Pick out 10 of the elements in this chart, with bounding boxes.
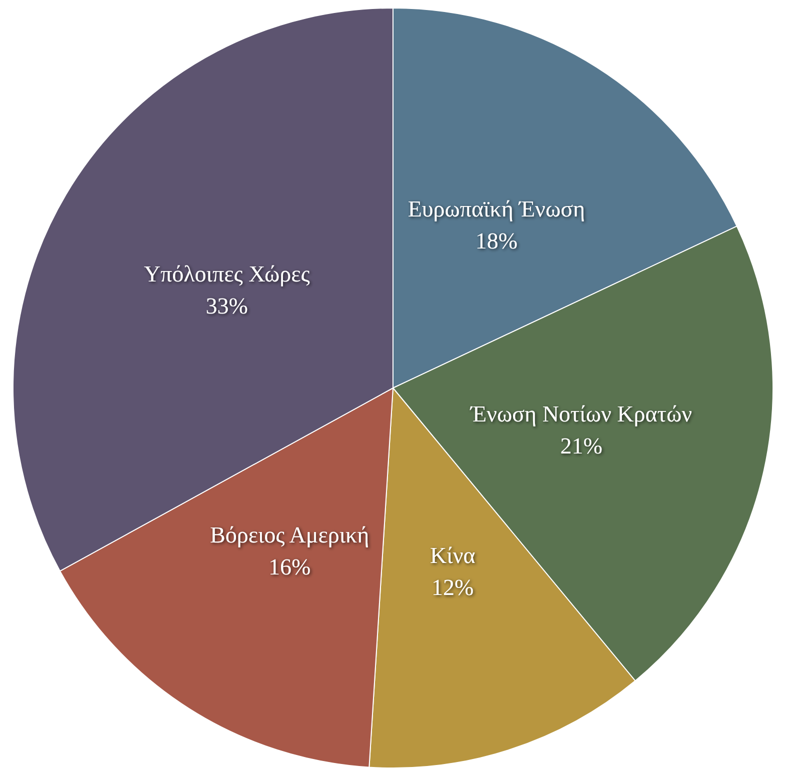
slice-label: Ευρωπαϊκή Ένωση — [408, 196, 586, 222]
data-label: 16% — [268, 554, 311, 580]
slice-label: Υπόλοιπες Χώρες — [144, 261, 310, 286]
slice-label: Κίνα — [430, 543, 476, 568]
slice-label: Βόρειος Αμερική — [210, 522, 370, 548]
slice-label: Ένωση Νοτίων Κρατών — [470, 402, 692, 427]
data-label: 33% — [206, 293, 248, 318]
data-label: 12% — [432, 575, 474, 600]
data-label: 18% — [475, 228, 518, 254]
data-label: 21% — [560, 434, 602, 459]
